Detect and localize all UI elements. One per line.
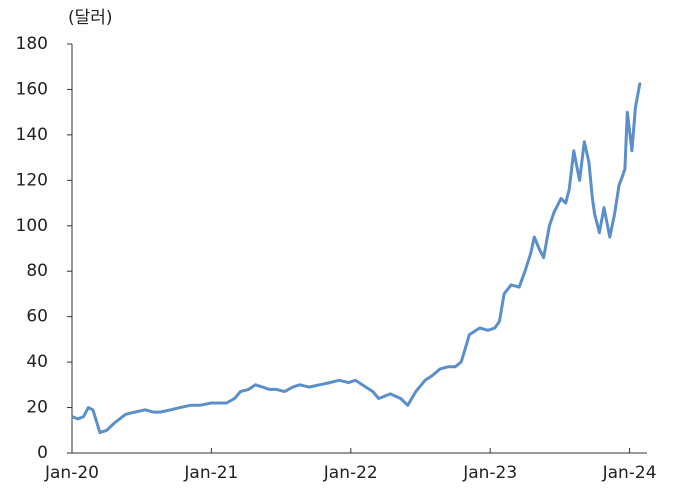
- y-tick-label: 20: [26, 398, 48, 418]
- y-tick-label: 140: [16, 125, 48, 145]
- y-tick-label: 0: [37, 443, 48, 463]
- x-tick-label: Jan-23: [462, 463, 517, 483]
- x-tick-label: Jan-24: [602, 463, 657, 483]
- y-tick-label: 80: [26, 261, 48, 281]
- y-tick-label: 60: [26, 307, 48, 327]
- x-tick-label: Jan-22: [323, 463, 378, 483]
- y-axis-label: (달러): [68, 8, 113, 28]
- y-tick-label: 40: [26, 352, 48, 372]
- x-tick-label: Jan-21: [183, 463, 238, 483]
- x-tick-label: Jan-20: [44, 463, 99, 483]
- y-tick-label: 180: [16, 34, 48, 54]
- y-tick-label: 120: [16, 170, 48, 190]
- y-tick-label: 100: [16, 216, 48, 236]
- price-line: [71, 82, 642, 435]
- y-tick-label: 160: [16, 79, 48, 99]
